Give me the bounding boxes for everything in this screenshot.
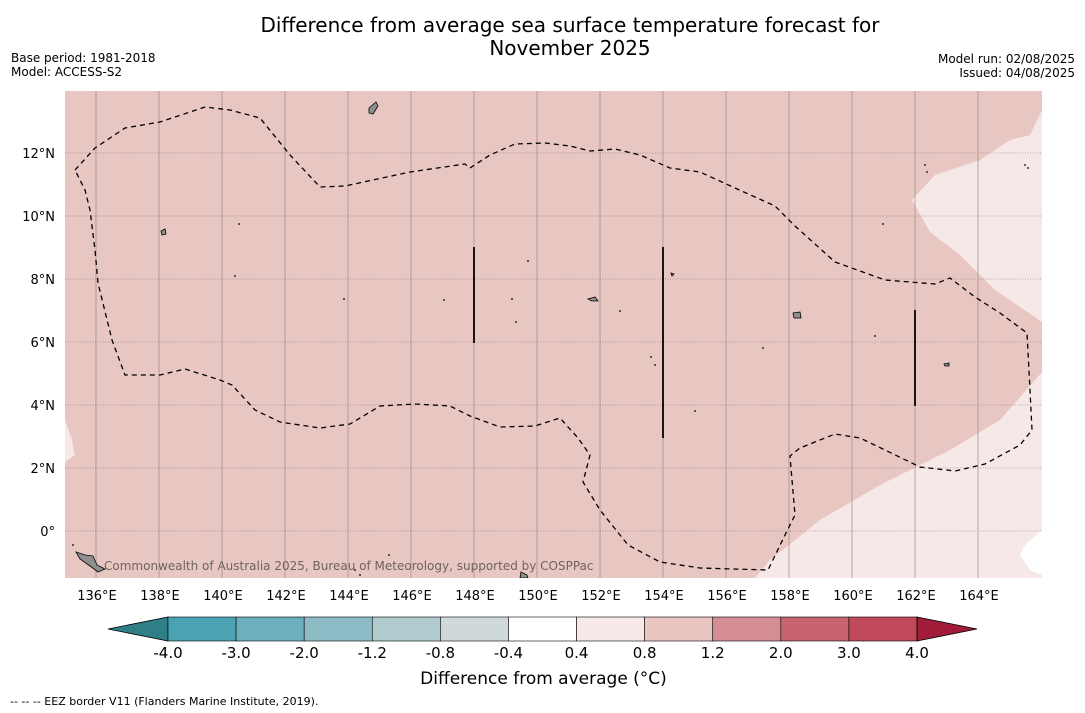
run-info: Model run: 02/08/2025 Issued: 04/08/2025 [938, 52, 1075, 80]
longitude-labels: 136°E 138°E 140°E 142°E 144°E 146°E 148°… [77, 589, 999, 604]
colorbar-segment [235, 616, 305, 642]
lon-label: 136°E [77, 589, 117, 604]
anomaly-0-4-to-0-8-region-se [755, 372, 1042, 578]
latitude-gridlines [65, 152, 1042, 532]
island [75, 551, 106, 573]
colorbar-tick-label: -2.0 [290, 644, 319, 662]
model-name: Model: ACCESS-S2 [11, 65, 123, 79]
island [368, 101, 379, 115]
lon-label: 154°E [644, 589, 684, 604]
lat-label: 8°N [31, 273, 56, 288]
colorbar-title: Difference from average (°C) [420, 669, 667, 689]
model-run: Model run: 02/08/2025 [937, 52, 1075, 66]
credit-text: Commonwealth of Australia 2025, Bureau o… [104, 559, 594, 573]
colorbar-tick-label: 2.0 [769, 644, 793, 662]
colorbar-segment [167, 616, 237, 642]
colorbar-segment [303, 616, 373, 642]
lon-label: 140°E [203, 589, 243, 604]
title-line-1: Difference from average sea surface temp… [260, 13, 880, 37]
colorbar-tick-label: -0.4 [494, 644, 523, 662]
island [792, 311, 802, 319]
lon-label: 160°E [833, 589, 873, 604]
colorbar-segment [371, 616, 441, 642]
colorbar-tick-label: -0.8 [426, 644, 455, 662]
colorbar-tick-label: 3.0 [837, 644, 861, 662]
island [519, 571, 529, 578]
lat-label: 6°N [31, 336, 56, 351]
colorbar-tick-label: 1.2 [701, 644, 725, 662]
colorbar-tick-label: 0.4 [565, 644, 589, 662]
island [160, 228, 167, 236]
lon-label: 146°E [392, 589, 432, 604]
island [943, 362, 950, 367]
colorbar-tick-label: -4.0 [153, 644, 182, 662]
eez-border [74, 106, 1033, 571]
lat-label: 10°N [22, 210, 55, 225]
colorbar-tick-labels: -4.0 -3.0 -2.0 -1.2 -0.8 -0.4 0.4 0.8 1.2 2.0 3.0 4… [153, 644, 929, 662]
lon-label: 164°E [959, 589, 999, 604]
colorbar-max-extension [916, 616, 978, 642]
anomaly-neutral-region [1020, 530, 1042, 575]
colorbar-tick-label: 0.8 [633, 644, 657, 662]
colorbar-tick-label: 4.0 [905, 644, 929, 662]
colorbar-segment [576, 616, 645, 642]
lon-label: 142°E [266, 589, 306, 604]
lon-label: 150°E [518, 589, 558, 604]
latitude-labels: 12°N 10°N 8°N 6°N 4°N 2°N 0° [22, 147, 55, 540]
lat-label: 2°N [31, 462, 56, 477]
title-line-2: November 2025 [489, 36, 651, 60]
sst-anomaly-field [65, 91, 1042, 578]
lat-label: 0° [40, 525, 55, 540]
colorbar-segment [712, 616, 782, 642]
lon-label: 148°E [455, 589, 495, 604]
boundary-segments [473, 247, 916, 438]
anomaly-0-4-to-0-8-region-ne [912, 91, 1042, 322]
colorbar-segment [848, 616, 918, 642]
model-info: Base period: 1981-2018 Model: ACCESS-S2 [11, 51, 156, 79]
island [586, 296, 599, 302]
map-title: Difference from average sea surface temp… [0, 14, 1085, 60]
colorbar-segment [508, 616, 577, 642]
colorbar-segment [440, 616, 509, 642]
colorbar-segments [167, 616, 918, 642]
lat-label: 12°N [22, 147, 55, 162]
lon-label: 158°E [770, 589, 810, 604]
colorbar-tick-label: -1.2 [358, 644, 387, 662]
colorbar-segment [644, 616, 714, 642]
lon-label: 162°E [896, 589, 936, 604]
lat-label: 4°N [31, 399, 56, 414]
issued-date: Issued: 04/08/2025 [959, 66, 1075, 80]
eez-footnote: -- -- -- EEZ border V11 (Flanders Marine… [10, 695, 319, 708]
lon-label: 144°E [329, 589, 369, 604]
colorbar: -4.0 -3.0 -2.0 -1.2 -0.8 -0.4 0.4 0.8 1.2 2.0 3.0 4… [107, 616, 978, 662]
lon-label: 152°E [581, 589, 621, 604]
anomaly-0-4-to-0-8-region-w [65, 420, 75, 462]
island [670, 272, 675, 277]
lon-label: 156°E [707, 589, 747, 604]
colorbar-min-extension [107, 616, 169, 642]
lon-label: 138°E [140, 589, 180, 604]
islands [75, 101, 950, 578]
small-islets [72, 164, 1029, 576]
colorbar-segment [780, 616, 850, 642]
colorbar-tick-label: -3.0 [221, 644, 250, 662]
base-period: Base period: 1981-2018 [11, 51, 156, 65]
